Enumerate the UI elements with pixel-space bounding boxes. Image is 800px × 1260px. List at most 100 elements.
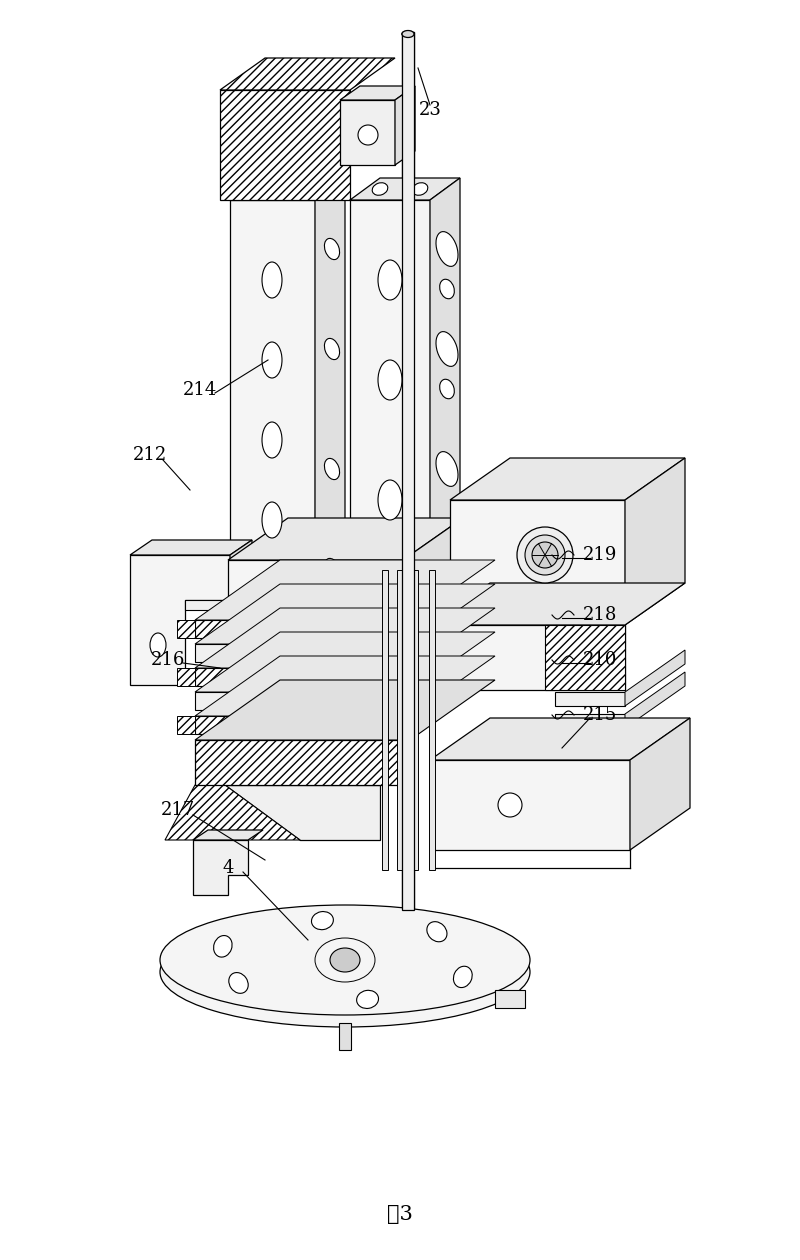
Polygon shape [450,500,625,625]
Polygon shape [195,692,410,709]
Polygon shape [625,672,685,728]
Ellipse shape [412,183,428,195]
Text: 4: 4 [222,859,234,877]
Polygon shape [430,760,630,850]
Ellipse shape [325,459,339,480]
Polygon shape [193,840,248,895]
Ellipse shape [160,905,530,1016]
Polygon shape [555,714,625,728]
Ellipse shape [325,339,339,359]
Ellipse shape [498,793,522,816]
Text: 图3: 图3 [387,1206,413,1225]
Polygon shape [429,570,435,869]
Polygon shape [430,583,685,625]
Polygon shape [195,656,495,716]
Polygon shape [350,178,460,200]
Polygon shape [495,990,525,1008]
Polygon shape [412,570,418,869]
Text: 210: 210 [583,651,617,669]
Ellipse shape [229,973,248,993]
Polygon shape [220,58,395,89]
Ellipse shape [325,558,339,580]
Ellipse shape [311,911,334,930]
Polygon shape [177,620,195,638]
Polygon shape [225,785,380,840]
Ellipse shape [214,935,232,958]
Polygon shape [340,86,415,100]
Polygon shape [430,718,690,760]
Polygon shape [350,200,430,630]
Polygon shape [195,559,495,620]
Polygon shape [195,716,410,735]
Text: 216: 216 [151,651,185,669]
Ellipse shape [454,966,472,988]
Polygon shape [195,620,410,638]
Polygon shape [430,178,460,630]
Polygon shape [195,583,495,644]
Polygon shape [630,718,690,850]
Ellipse shape [402,30,414,38]
Ellipse shape [262,501,282,538]
Ellipse shape [525,536,565,575]
Ellipse shape [160,917,530,1027]
Polygon shape [177,668,195,685]
Ellipse shape [436,331,458,367]
Ellipse shape [427,921,447,941]
Ellipse shape [440,379,454,398]
Polygon shape [403,518,463,620]
Text: 214: 214 [183,381,217,399]
Ellipse shape [378,480,402,520]
Polygon shape [397,570,403,869]
Polygon shape [230,541,252,600]
Polygon shape [545,625,625,690]
Ellipse shape [372,183,388,195]
Ellipse shape [325,238,339,260]
Polygon shape [625,457,685,625]
Polygon shape [402,32,414,910]
Polygon shape [228,559,403,620]
Ellipse shape [262,422,282,457]
Polygon shape [382,570,388,869]
Ellipse shape [440,280,454,299]
Polygon shape [220,89,350,200]
Text: 218: 218 [583,606,617,624]
Polygon shape [430,625,625,690]
Polygon shape [195,740,410,785]
Polygon shape [185,600,230,620]
Text: 212: 212 [133,446,167,464]
Ellipse shape [262,341,282,378]
Polygon shape [230,178,345,200]
Polygon shape [339,1023,351,1050]
Polygon shape [340,100,395,165]
Polygon shape [130,541,252,554]
Polygon shape [395,86,415,165]
Text: 215: 215 [583,706,617,724]
Polygon shape [130,554,230,685]
Polygon shape [450,457,685,500]
Polygon shape [228,518,463,559]
Polygon shape [402,32,414,910]
Text: 217: 217 [161,801,195,819]
Polygon shape [625,650,685,706]
Ellipse shape [402,32,414,37]
Ellipse shape [330,948,360,971]
Polygon shape [193,830,263,840]
Ellipse shape [358,125,378,145]
Polygon shape [315,178,345,630]
Polygon shape [555,692,625,706]
Ellipse shape [357,990,378,1008]
Text: 23: 23 [418,101,442,118]
Polygon shape [195,609,495,668]
Ellipse shape [150,633,166,656]
Polygon shape [177,716,195,735]
Text: 219: 219 [583,546,617,564]
Polygon shape [195,633,495,692]
Polygon shape [230,200,315,630]
Ellipse shape [436,451,458,486]
Ellipse shape [436,232,458,266]
Ellipse shape [378,260,402,300]
Polygon shape [195,644,410,662]
Ellipse shape [517,527,573,583]
Ellipse shape [378,360,402,399]
Ellipse shape [532,542,558,568]
